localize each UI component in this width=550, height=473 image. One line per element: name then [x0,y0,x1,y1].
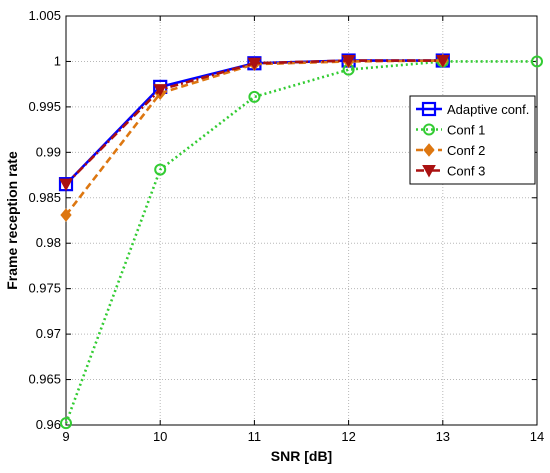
data-point [59,178,73,192]
data-point [341,55,356,68]
x-tick-label: 11 [248,429,262,444]
y-tick-label: 0.995 [28,99,61,114]
x-tick-label: 12 [341,429,355,444]
legend: Adaptive conf. Conf 1 Conf 2 Conf 3 [409,95,536,185]
plot-area-frame [65,15,538,426]
data-point [60,208,72,222]
y-tick-label: 0.975 [28,281,61,296]
legend-marker [423,143,435,157]
data-point [153,84,168,97]
x-tick-label: 13 [436,429,450,444]
data-point [60,417,72,430]
legend-marker [421,101,437,117]
legend-entry: Conf 2 [416,143,485,158]
x-tick-label: 9 [62,429,69,444]
data-point [531,55,543,68]
legend-marker [423,123,435,136]
legend-label: Conf 2 [447,143,485,158]
x-tick-label: 10 [153,429,167,444]
y-tick-label: 1 [54,53,61,68]
data-point [154,163,167,176]
y-tick-label: 0.99 [36,144,61,159]
series-line [64,60,537,424]
y-tick-label: 1.005 [28,8,61,23]
y-tick-label: 0.98 [36,235,61,250]
series-line [64,59,443,216]
legend-label: Conf 1 [447,123,485,138]
y-axis-title: Frame reception rate [4,151,20,290]
legend-entry: Adaptive conf. [416,101,529,117]
data-point [247,57,262,71]
y-tick-label: 0.965 [28,372,61,387]
legend-entry: Conf 3 [416,164,485,179]
series-layer [58,53,543,430]
tick-layer: 9 10 11 12 13 14 0.96 0.965 0.97 0.975 0.98 0.985 0.… [28,8,544,444]
y-tick-label: 0.97 [36,326,61,341]
legend-label: Adaptive conf. [447,102,529,117]
x-tick-label: 14 [530,429,544,444]
series-3 [59,55,450,192]
series-1 [60,55,543,430]
y-tick-label: 0.985 [28,190,61,205]
y-tick-label: 0.96 [36,417,61,432]
grid-layer [65,15,538,426]
legend-label: Conf 3 [447,164,485,179]
data-point [248,90,261,103]
data-point [435,55,450,68]
x-axis-title: SNR [dB] [271,448,332,464]
legend-marker [422,165,436,178]
legend-entry: Conf 1 [416,123,485,138]
